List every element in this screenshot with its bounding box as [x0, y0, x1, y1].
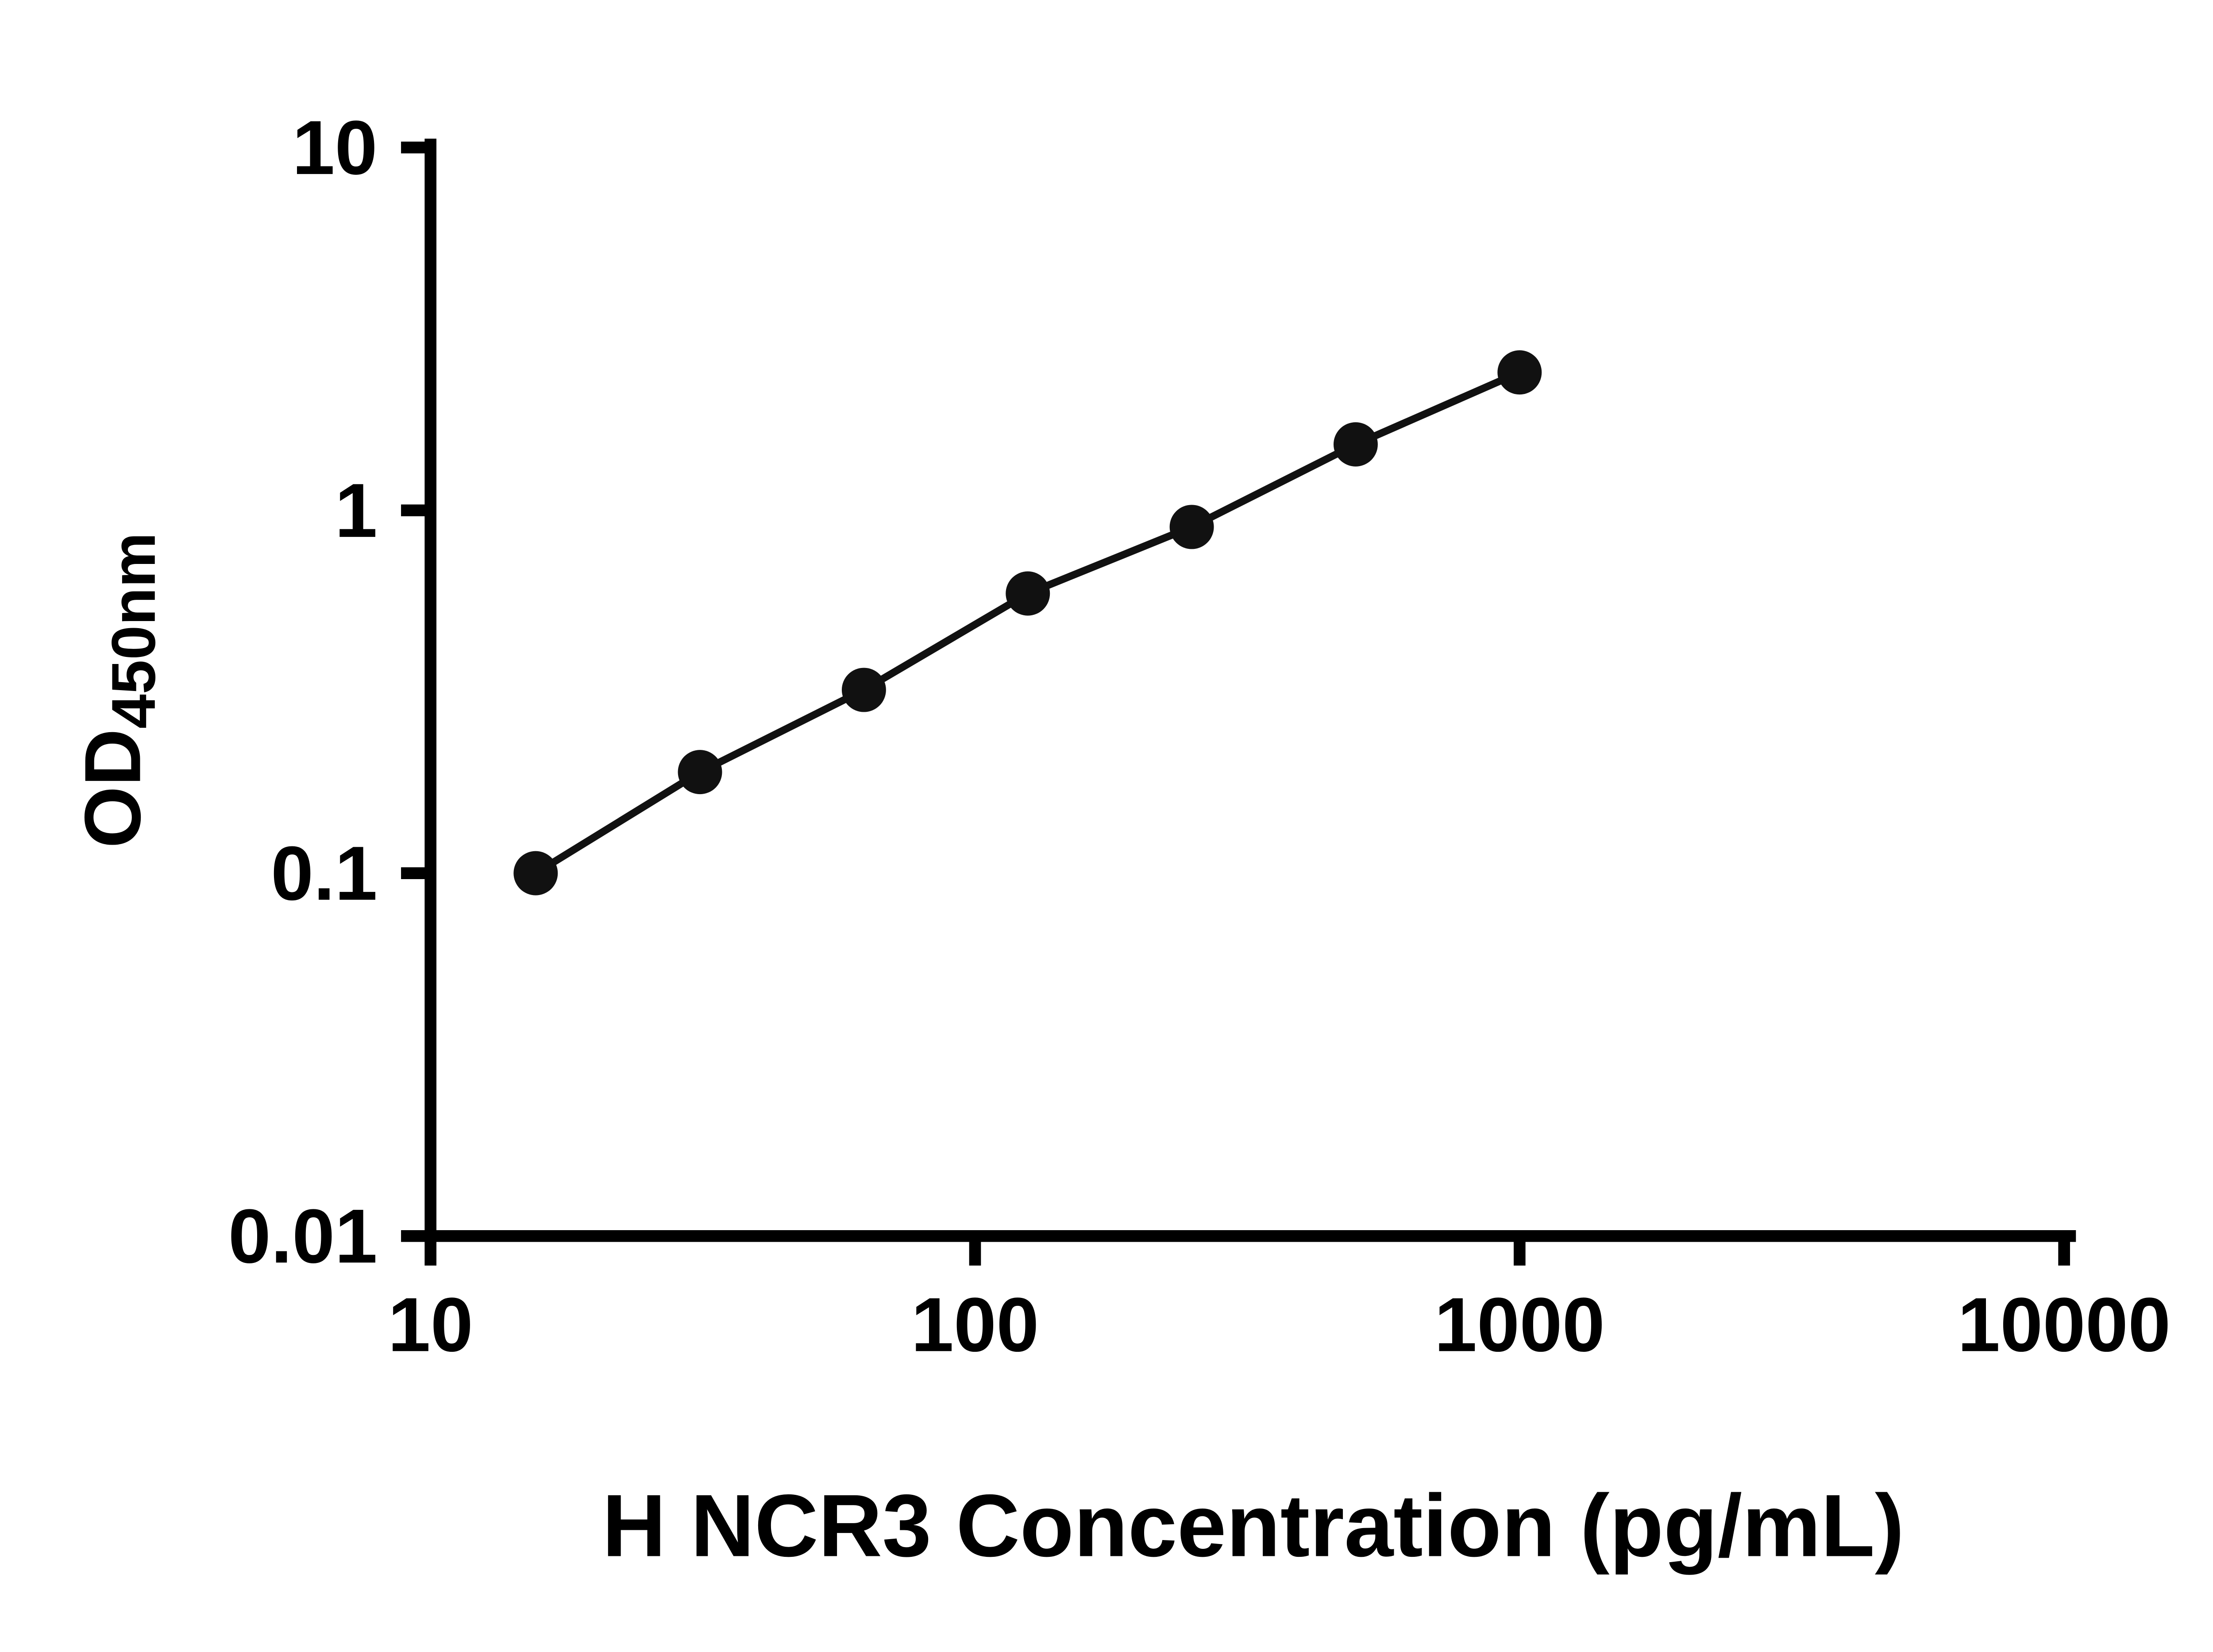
x-tick-label: 100 — [911, 1281, 1039, 1367]
y-axis-title: OD450nm — [68, 533, 168, 848]
y-tick-label: 0.01 — [228, 1193, 378, 1279]
data-point — [513, 851, 558, 895]
data-point — [1497, 350, 1542, 395]
y-tick-label: 0.1 — [271, 830, 378, 916]
y-axis-title-subscript: 450nm — [99, 533, 168, 729]
y-tick-label: 10 — [292, 104, 378, 190]
y-axis-title-main: OD — [68, 729, 157, 848]
data-point — [678, 750, 722, 795]
y-tick-label: 1 — [335, 467, 377, 553]
x-tick-label: 10000 — [1958, 1281, 2171, 1367]
data-point — [1169, 505, 1214, 549]
data-point — [1006, 571, 1050, 616]
x-tick-label: 10 — [388, 1281, 473, 1367]
data-point — [1333, 422, 1378, 467]
axis-spine — [424, 139, 2076, 1242]
x-axis-title: H NCR3 Concentration (pg/mL) — [602, 1476, 1904, 1575]
series-layer — [513, 350, 1542, 895]
x-tick-label: 1000 — [1434, 1281, 1605, 1367]
axes-layer: 10 100 1000 10000 0.01 0.1 1 10 — [228, 104, 2171, 1367]
data-point — [841, 668, 886, 712]
